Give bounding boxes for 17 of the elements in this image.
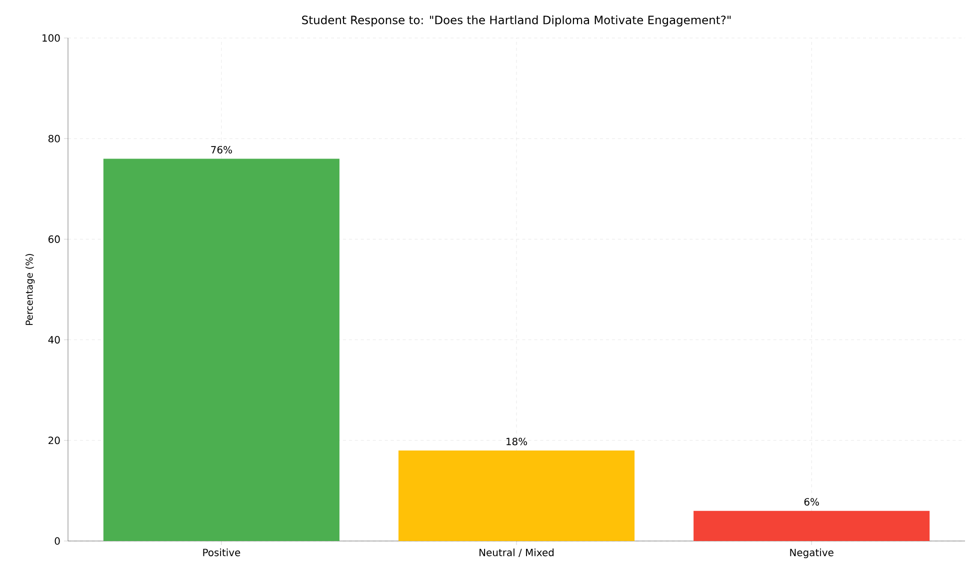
data-label: 6% bbox=[804, 498, 819, 506]
y-tick-label: 0 bbox=[54, 537, 60, 545]
x-tick-label: Positive bbox=[203, 548, 240, 556]
y-tick-label: 60 bbox=[48, 235, 60, 243]
y-tick-label: 20 bbox=[48, 436, 60, 444]
x-tick-label: Neutral / Mixed bbox=[480, 548, 554, 558]
x-tick-label: Negative bbox=[790, 548, 834, 558]
bar bbox=[398, 450, 635, 541]
bar bbox=[103, 158, 340, 541]
y-tick-label: 100 bbox=[42, 34, 60, 42]
y-tick-label: 80 bbox=[48, 134, 60, 142]
bar bbox=[694, 510, 930, 541]
chart-title: Student Response to: "Does the Hartland Diploma Motivate Engagement?" bbox=[302, 15, 731, 26]
y-tick-label: 40 bbox=[48, 336, 60, 344]
y-axis-title: Percentage (%) bbox=[25, 254, 35, 325]
data-label: 18% bbox=[506, 438, 528, 446]
data-label: 76% bbox=[211, 146, 232, 154]
